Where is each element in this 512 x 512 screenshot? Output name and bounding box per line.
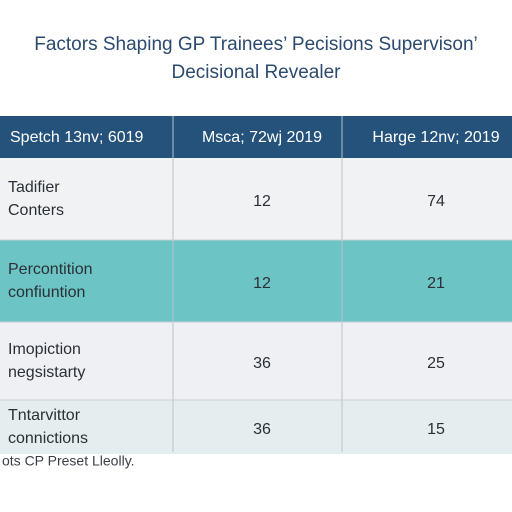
row-label: Tntarvittor [8,407,81,424]
row-label: connictions [8,430,88,447]
cell-value: 12 [253,275,271,292]
row-label: Conters [8,202,64,219]
row-label: Percontition [8,261,93,278]
cell-value: 12 [253,193,271,210]
row-label: confiuntion [8,284,85,301]
cell-value: 21 [427,275,445,292]
header-row [0,116,512,158]
row-label: Imopiction [8,341,81,358]
title-line: Decisional Revealer [172,62,342,83]
title-line: Factors Shaping GP Trainees’ Pecisions S… [34,34,478,55]
row-label: negsistarty [8,364,85,381]
table-row [0,240,512,322]
cell-value: 36 [253,421,271,438]
cell-value: 36 [253,355,271,372]
row-label: Tadifier [8,179,60,196]
cell-value: 15 [427,421,445,438]
column-header: Spetch 13nv; 6019 [10,129,144,146]
cell-value: 25 [427,355,445,372]
footnote: ots CP Preset Lleolly. [2,453,135,469]
table-row [0,322,512,400]
column-header: Msca; 72wj 2019 [202,129,322,146]
table-row [0,400,512,454]
cell-value: 74 [427,193,445,210]
column-header: Harge 12nv; 2019 [372,129,499,146]
table-row [0,158,512,240]
